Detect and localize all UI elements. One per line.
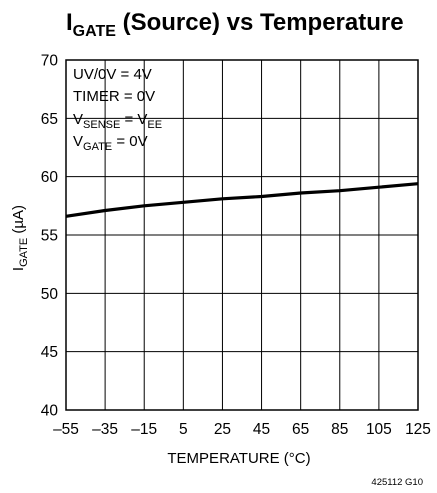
figure-code: 425112 G10 [371, 477, 423, 488]
x-tick-label: 125 [405, 421, 431, 438]
annotation-uv: UV/0V = 4V [73, 66, 152, 83]
plot-frame [65, 59, 419, 411]
y-tick-label: 70 [41, 53, 59, 70]
series-line [65, 182, 419, 218]
y-tick-labels: 40 45 50 55 60 65 70 [41, 53, 59, 420]
grid [65, 59, 419, 411]
annotation-timer: TIMER = 0V [73, 88, 155, 105]
y-axis-label: IGATE (µA) [10, 205, 30, 271]
x-tick-label: 45 [253, 421, 270, 438]
x-tick-label: 85 [331, 421, 348, 438]
y-tick-label: 45 [41, 344, 58, 361]
conditions-annotation: UV/0V = 4V TIMER = 0V VSENSE = VEE VGATE… [73, 66, 162, 153]
x-tick-label: 25 [214, 421, 231, 438]
annotation-vsense: VSENSE = VEE [73, 111, 162, 131]
y-tick-label: 40 [41, 403, 59, 420]
x-tick-label: –15 [131, 421, 157, 438]
y-tick-label: 65 [41, 111, 58, 128]
series [65, 182, 419, 218]
y-tick-label: 55 [41, 228, 58, 245]
x-tick-label: 105 [366, 421, 392, 438]
y-tick-label: 50 [41, 286, 59, 303]
x-tick-label: –35 [92, 421, 118, 438]
x-tick-label: 65 [292, 421, 309, 438]
x-tick-label: 5 [179, 421, 188, 438]
annotation-vgate: VGATE = 0V [73, 133, 148, 153]
chart-title: IGATE (Source) vs Temperature [66, 9, 404, 40]
x-tick-label: –55 [53, 421, 79, 438]
y-tick-label: 60 [41, 169, 59, 186]
x-tick-labels: –55 –35 –15 5 25 45 65 85 105 125 [53, 421, 431, 438]
x-axis-label: TEMPERATURE (°C) [167, 450, 310, 467]
